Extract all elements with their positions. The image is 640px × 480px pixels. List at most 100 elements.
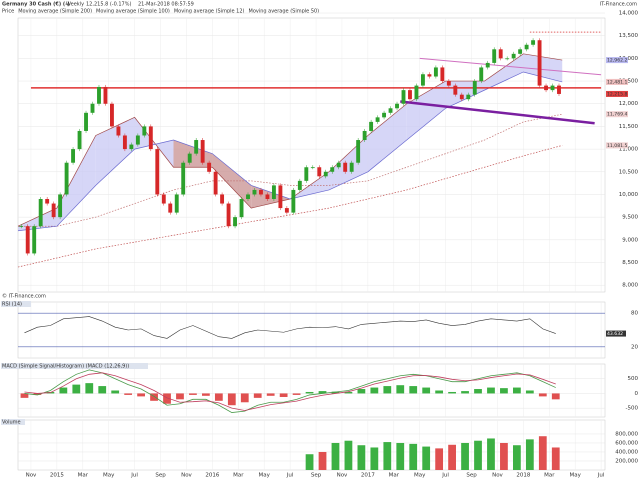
candle (544, 85, 548, 91)
histogram-bar (331, 391, 340, 394)
panel-frame (17, 17, 606, 293)
y-tick-label: 10,500 (619, 169, 639, 175)
timestamp: 21-Mar-2018 08:57:59 (138, 2, 194, 8)
candle (395, 103, 399, 109)
chart-title: Germany 30 Cash (€) (-) (2, 2, 70, 8)
histogram-bar (279, 393, 288, 397)
histogram-bar (189, 393, 197, 395)
histogram-bar (383, 386, 392, 394)
macd-line (24, 372, 556, 411)
legend-item: Moving average (Simple 200) (18, 9, 92, 15)
legend-item: Price (2, 9, 14, 15)
histogram-bar (111, 390, 120, 394)
source: IT-Finance.com (600, 2, 637, 8)
y-tick-label: 800,000 (615, 431, 638, 437)
volume-bar (551, 447, 560, 470)
candle (252, 189, 257, 195)
volume-bar (318, 451, 327, 470)
candle (323, 171, 328, 177)
x-tick-label: Mar (389, 473, 400, 479)
price-label-bg (606, 78, 628, 85)
x-tick-label: Sep (466, 473, 477, 479)
histogram-bar (163, 393, 171, 404)
y-tick-label: 80 (631, 311, 638, 317)
candle (148, 126, 153, 150)
histogram-bar (318, 391, 327, 394)
y-tick-label: 12,000 (619, 101, 639, 107)
candle (310, 167, 315, 169)
volume-bar (396, 442, 405, 470)
y-tick-label: 20 (631, 344, 638, 350)
candle (90, 103, 95, 113)
candle (453, 85, 458, 95)
candle (25, 226, 30, 254)
candle (32, 226, 37, 254)
candle (200, 140, 205, 163)
candle (168, 203, 173, 213)
x-tick-label: May (259, 473, 271, 479)
histogram-bar (150, 393, 158, 401)
volume-bar (461, 442, 469, 470)
price-label: 12,481.1 (607, 79, 628, 85)
histogram-bar (85, 383, 94, 394)
panel-frame (17, 301, 606, 359)
y-tick-label: 600,000 (615, 440, 638, 446)
candle (440, 67, 445, 82)
candle (479, 67, 484, 82)
histogram-bar (98, 386, 107, 394)
ma-cloud (134, 117, 174, 168)
x-tick-label: May (103, 473, 115, 479)
histogram-bar (538, 393, 547, 397)
candle (110, 103, 114, 127)
histogram-bar (474, 389, 482, 394)
legend-item: Moving average (Simple 50) (249, 9, 320, 15)
volume-bar (305, 454, 314, 470)
candle (498, 49, 503, 59)
x-tick-label: 2016 (205, 473, 219, 479)
candle (317, 167, 322, 177)
histogram-bar (461, 391, 469, 394)
candle (304, 167, 309, 181)
histogram-bar (266, 393, 275, 396)
candle (239, 199, 244, 218)
y-tick-label: 8,500 (622, 260, 638, 266)
candle (511, 53, 516, 59)
y-tick-label: 14,000 (619, 11, 639, 17)
candle (181, 162, 186, 195)
histogram-bar (59, 387, 68, 394)
candle (557, 85, 561, 94)
candle (207, 162, 212, 172)
timeframe: Weekly (66, 2, 84, 8)
ma-cloud (523, 53, 563, 82)
ma-cloud (406, 81, 446, 141)
histogram-bar (227, 393, 236, 406)
panel-title-bg (1, 363, 148, 369)
histogram-bar (292, 393, 301, 395)
y-tick-label: 11,500 (619, 124, 639, 130)
price-label: 11,081.5 (607, 143, 628, 149)
histogram-bar (435, 390, 444, 394)
x-tick-label: Nov (26, 473, 37, 479)
volume-bar (448, 444, 456, 470)
candle (284, 208, 289, 213)
candle (531, 40, 536, 45)
ma-cloud (367, 103, 407, 172)
x-tick-label: 2015 (50, 473, 64, 479)
candle (129, 144, 134, 150)
x-tick-label: Sep (311, 473, 322, 479)
candle (336, 162, 341, 168)
x-tick-label: May (570, 473, 582, 479)
candle (174, 194, 179, 213)
last-price: 12,215.8 (-0.17%) (86, 2, 131, 8)
candle (187, 153, 192, 163)
y-tick-label: 0 (635, 391, 639, 397)
candle (97, 86, 101, 104)
price-label: 11,769.4 (607, 112, 628, 118)
price-label-bg (606, 90, 628, 97)
x-tick-label: 2017 (361, 473, 375, 479)
candle (408, 90, 412, 100)
x-tick-label: Nov (492, 473, 503, 479)
x-tick-label: Sep (155, 473, 166, 479)
ma-cloud (56, 135, 96, 227)
